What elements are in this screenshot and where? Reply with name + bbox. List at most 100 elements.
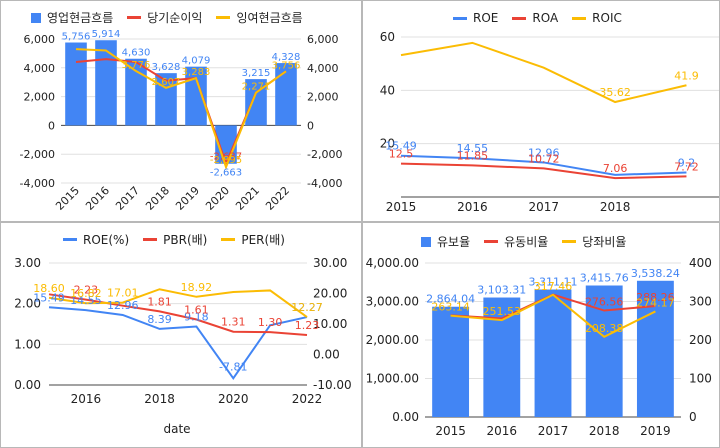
data-label: 14.55 (70, 294, 102, 307)
data-label: 1.61 (184, 304, 209, 317)
x-tick-label: 2022 (292, 392, 323, 406)
y-tick-label-left: 0.00 (14, 378, 41, 392)
bar (125, 58, 147, 126)
series-line (450, 293, 656, 338)
chart-panel-valuation: 0.00 1.00 2.00 3.00 -10.00 0.00 10.00 20.00 30.0… (0, 222, 362, 448)
y-tick-label-left: 1,000.00 (366, 372, 419, 386)
y-tick-label-right: 0.00 (313, 348, 340, 362)
data-label: 1.30 (258, 316, 283, 329)
y-tick-label-left: 4,000.00 (366, 256, 419, 270)
x-tick-label: 2015 (435, 424, 466, 438)
bar (432, 306, 470, 417)
x-tick-label: 2018 (144, 392, 175, 406)
legend-item: 유보율 (421, 233, 470, 250)
y-tick-label-left: 3.00 (14, 256, 41, 270)
legend-item: PER(배) (221, 231, 285, 248)
series-line (48, 306, 308, 381)
y-tick-label-right: 100 (689, 372, 712, 386)
data-label: 7.06 (603, 162, 628, 175)
data-label: 4,328 (272, 52, 301, 63)
data-label: 12.5 (389, 148, 414, 161)
y-tick-label-right: 2,000 (307, 91, 339, 104)
x-tick-label: 2020 (203, 184, 232, 213)
legend-item: ROE (453, 11, 498, 25)
x-tick-label: 2015 (53, 184, 82, 213)
data-label: 8.39 (147, 313, 172, 326)
data-label: 7.72 (674, 160, 699, 173)
legend-label: PBR(배) (163, 233, 208, 247)
chart-cashflow: -4,000 -4,000 -2,000 -2,000 0 0 2,000 2,000 4,00… (20, 29, 343, 213)
data-label: 317.46 (534, 280, 573, 293)
data-label: 4,079 (182, 56, 211, 67)
legend-item: 영업현금흐름 (31, 9, 113, 26)
data-label: 5,756 (62, 32, 91, 43)
y-tick-label-left: 2,000.00 (366, 333, 419, 347)
x-tick-label: 2017 (113, 184, 142, 213)
x-tick-label: 2018 (143, 184, 172, 213)
legend-swatch (63, 238, 77, 241)
data-label: 3,776 (122, 60, 151, 71)
bar (275, 63, 297, 126)
data-label: 18.60 (33, 282, 65, 295)
legend-swatch (31, 12, 41, 23)
data-label: 208.38 (585, 322, 624, 335)
x-tick-label: 2015 (386, 200, 417, 214)
data-label: 3,628 (152, 62, 181, 73)
legend-item: PBR(배) (143, 231, 207, 248)
x-tick-label: 2016 (71, 392, 102, 406)
y-tick-label-left: 0.00 (392, 410, 419, 424)
x-axis-title: date (163, 422, 190, 436)
legend-label: ROE(%) (83, 232, 130, 247)
data-label: 3,283 (182, 67, 211, 78)
x-tick-label: 2016 (83, 184, 112, 213)
x-tick-label: 2018 (589, 424, 620, 438)
x-tick-label: 2021 (233, 184, 262, 213)
data-label: 15.49 (33, 291, 65, 304)
data-label: 18.92 (181, 281, 213, 294)
data-label: -2,663 (210, 168, 242, 179)
data-label: 276.56 (585, 296, 624, 309)
legend-item: ROE(%) (63, 233, 129, 247)
y-tick-label-right: -10.00 (313, 378, 352, 392)
y-tick-label-right: 10.00 (313, 317, 347, 331)
legend-swatch (221, 238, 236, 241)
legend-swatch (216, 16, 231, 19)
data-label: 35.62 (599, 86, 631, 99)
bar (95, 40, 117, 126)
x-tick-label: 2019 (173, 184, 202, 213)
data-label: 1.31 (221, 316, 246, 329)
x-tick-label: 2018 (600, 200, 631, 214)
y-tick-label-left: -2,000 (20, 148, 55, 161)
legend-label: 당좌비율 (582, 235, 627, 249)
data-label: 12.27 (291, 301, 323, 314)
y-tick-label-right: 20.00 (313, 287, 347, 301)
legend-valuation: ROE(%) PBR(배) PER(배) (63, 231, 299, 248)
y-tick-label-left: 2.00 (14, 297, 41, 311)
legend-item: 당기순이익 (127, 9, 202, 26)
x-tick-label: 2020 (218, 392, 249, 406)
chart-returns: 20 40 60 15.49 14.55 12.96 9.2 12.5 11.85 10.72 7.… (380, 30, 719, 214)
data-label: 9.2 (678, 156, 696, 169)
legend-label: 당기순이익 (147, 11, 203, 25)
legend-returns: ROE ROA ROIC (453, 11, 636, 25)
y-tick-label-right: 30.00 (313, 256, 347, 270)
data-label: 251.53 (483, 305, 522, 318)
data-label: 11.85 (457, 149, 489, 162)
legend-item: 잉여현금흐름 (216, 9, 303, 26)
series-line (400, 41, 687, 104)
x-tick-label: 2017 (528, 200, 559, 214)
y-tick-label-right: 400 (689, 256, 712, 270)
bar (245, 79, 267, 126)
data-label: 2,864.04 (426, 293, 475, 306)
chart-valuation: 0.00 1.00 2.00 3.00 -10.00 0.00 10.00 20.00 30.0… (14, 256, 352, 436)
legend-label: ROA (532, 11, 559, 25)
chart-panel-liquidity: 0.00 1,000.00 2,000.00 3,000.00 4,000.00 0 100… (362, 222, 720, 448)
legend-swatch (562, 240, 577, 243)
chart-panel-cashflow: -4,000 -4,000 -2,000 -2,000 0 0 2,000 2,000 4,00… (0, 0, 362, 222)
data-label: 12.27 (291, 301, 323, 314)
legend-swatch (453, 16, 467, 20)
legend-swatch (143, 238, 158, 241)
y-tick-label-right: 200 (689, 333, 712, 347)
legend-item: ROA (512, 11, 558, 25)
legend-swatch (484, 240, 499, 243)
